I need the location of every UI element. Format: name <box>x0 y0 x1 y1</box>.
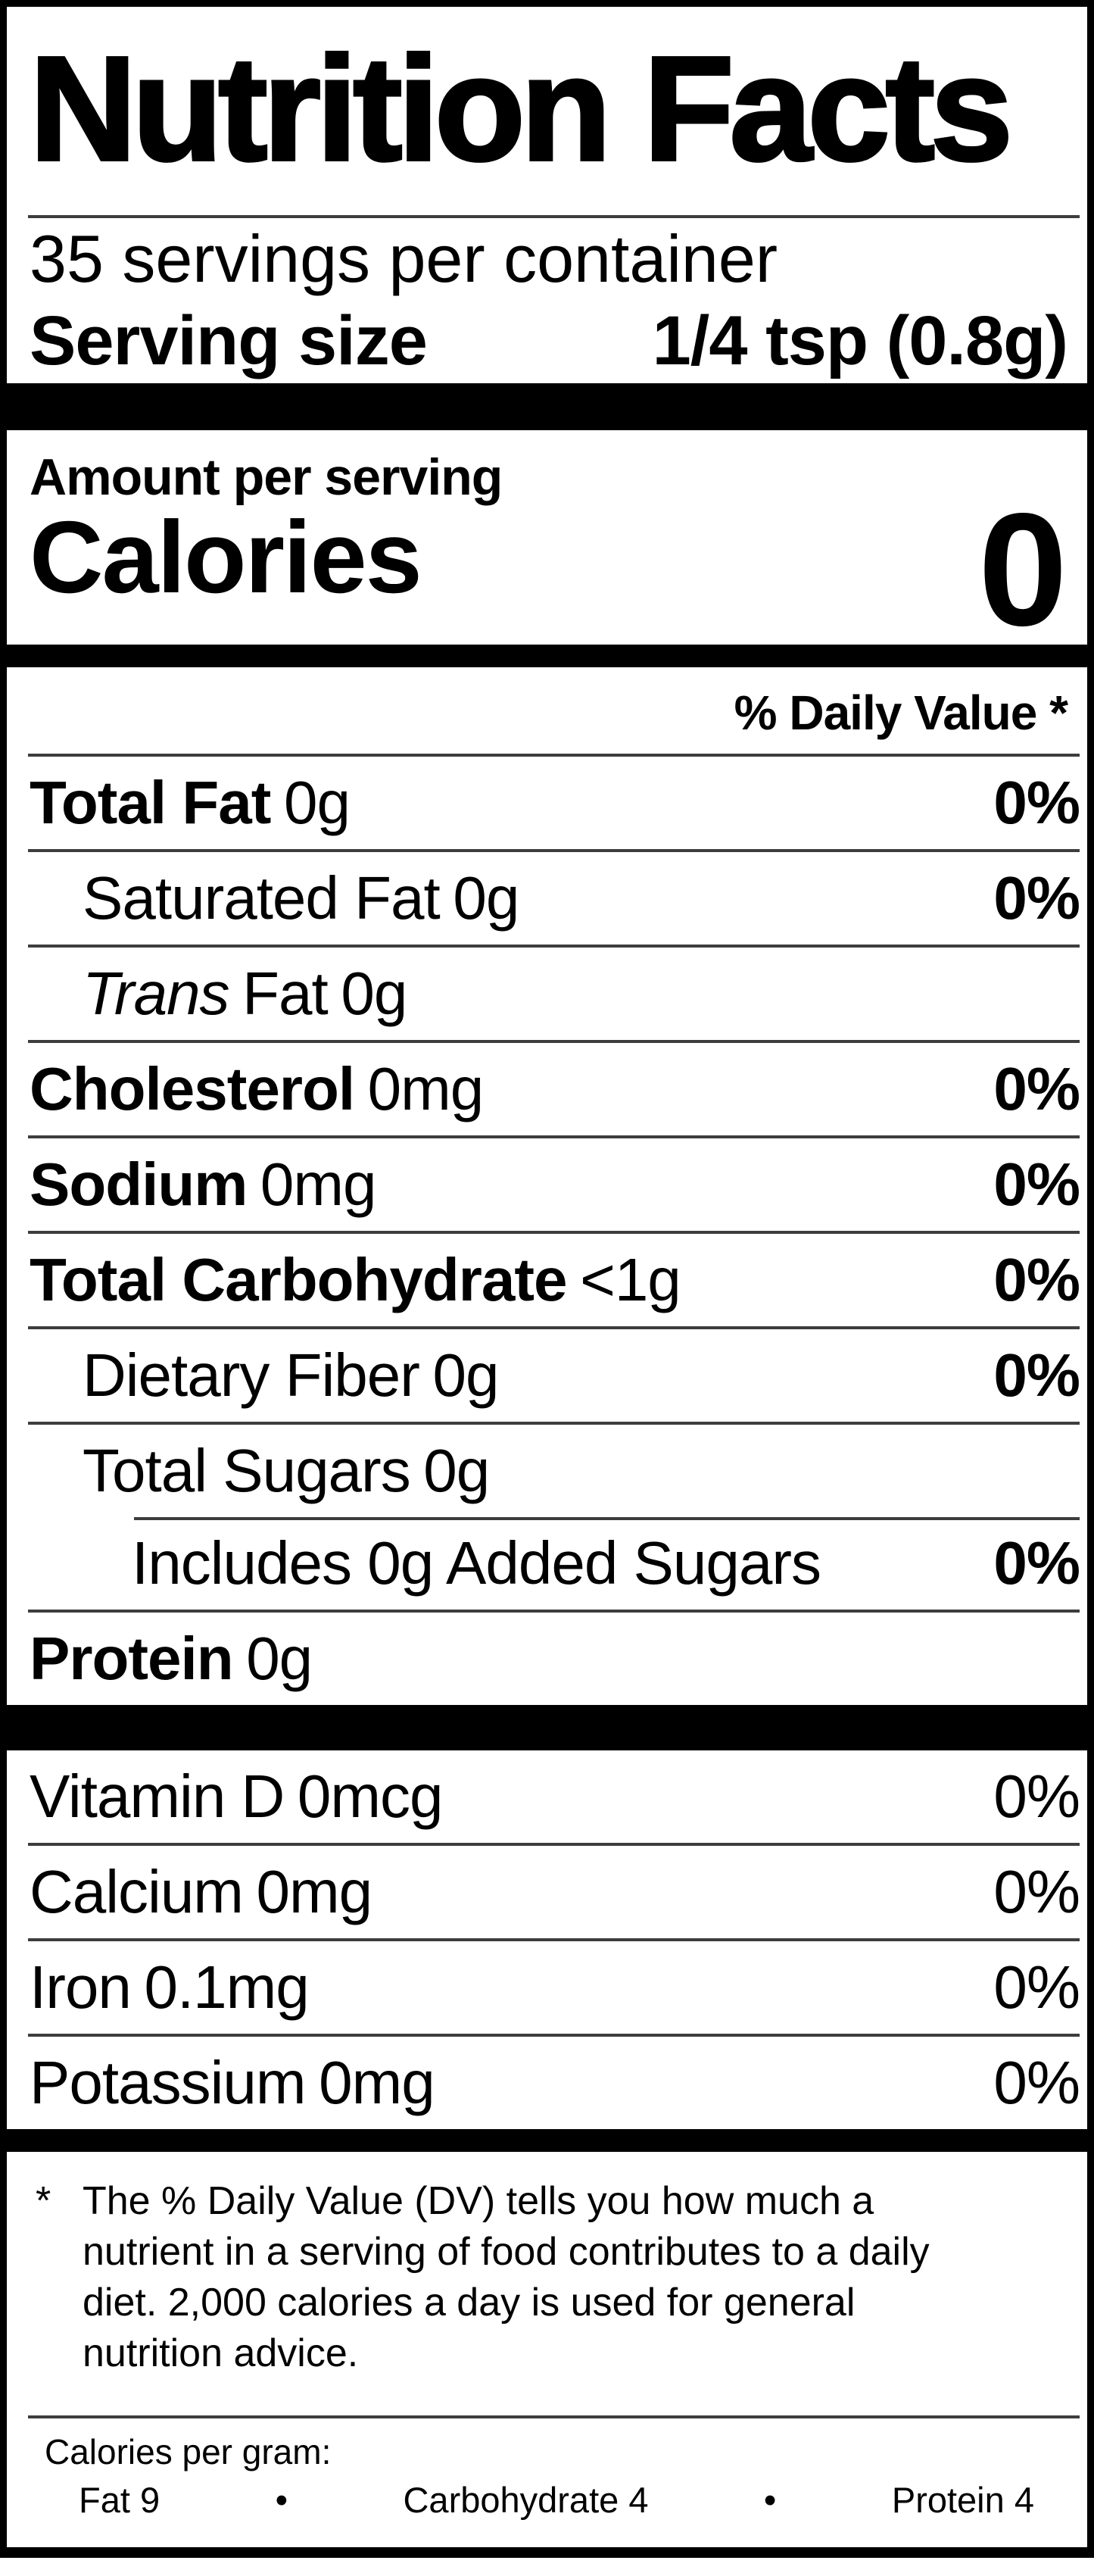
nutrient-dv: 0% <box>993 1055 1080 1123</box>
nutrient-name: Saturated Fat <box>83 864 441 932</box>
nutrient-name: Total Carbohydrate <box>30 1246 567 1313</box>
nutrient-row-trans-fat: Trans Fat 0g <box>28 948 1080 1043</box>
cpg-protein: Protein 4 <box>891 2480 1034 2520</box>
nutrient-name: Total Fat <box>30 769 271 836</box>
nutrient-amount: 0mcg <box>297 1763 444 1830</box>
nutrient-name: Sodium <box>30 1151 248 1218</box>
nutrient-row-saturated-fat: Saturated Fat 0g 0% <box>28 852 1080 948</box>
nutrient-dv: 0% <box>993 2049 1080 2116</box>
nutrient-name: Iron <box>30 1953 132 2021</box>
vitamins-separator-bar <box>7 2129 1087 2152</box>
footnote-text: The % Daily Value (DV) tells you how muc… <box>83 2179 930 2375</box>
nutrient-amount: 0g <box>283 769 351 836</box>
label-title: Nutrition Facts <box>28 26 1015 192</box>
daily-value-header: % Daily Value * <box>734 685 1068 740</box>
nutrient-dv: 0% <box>993 864 1080 932</box>
nutrient-amount: 0g <box>341 960 407 1027</box>
nutrient-amount: 0g <box>432 1341 499 1409</box>
nutrient-name: Includes 0g Added Sugars <box>132 1529 821 1597</box>
serving-size-value: 1/4 tsp (0.8g) <box>652 302 1068 379</box>
nutrient-dv: 0% <box>993 1341 1080 1409</box>
serving-size-label: Serving size <box>30 302 428 379</box>
daily-value-rule <box>28 754 1080 757</box>
title-rule <box>28 215 1080 218</box>
nutrient-dv: 0% <box>993 1246 1080 1313</box>
calories-value: 0 <box>978 479 1068 659</box>
nutrient-row-total-carbohydrate: Total Carbohydrate <1g 0% <box>28 1234 1080 1329</box>
nutrient-table: Total Fat 0g 0% Saturated Fat 0g 0% Trans F… <box>28 757 1080 1705</box>
nutrient-dv: 0% <box>993 1151 1080 1218</box>
protein-separator-bar <box>7 1705 1087 1750</box>
indented-separator <box>134 1517 1080 1520</box>
serving-separator-bar <box>7 383 1087 430</box>
nutrient-name: Protein <box>30 1625 234 1692</box>
nutrient-name-italic: Trans <box>83 960 230 1027</box>
nutrient-amount: 0mg <box>260 1151 377 1218</box>
calories-per-gram-heading: Calories per gram: <box>45 2432 332 2471</box>
nutrient-amount: 0mg <box>256 1858 373 1925</box>
nutrient-name: Dietary Fiber <box>83 1341 420 1409</box>
nutrient-name: Cholesterol <box>30 1055 355 1123</box>
nutrient-row-total-sugars: Total Sugars 0g <box>28 1425 1080 1520</box>
nutrient-dv: 0% <box>993 1763 1080 1830</box>
nutrient-amount: 0g <box>453 864 519 932</box>
calories-row: Calories 0 <box>7 489 1087 650</box>
footnote-asterisk: * <box>36 2179 51 2223</box>
nutrient-amount: <1g <box>580 1246 681 1313</box>
footnote-rule <box>28 2415 1080 2418</box>
calories-per-gram-row: Fat 9 • Carbohydrate 4 • Protein 4 <box>7 2478 1087 2523</box>
nutrient-row-added-sugars: Includes 0g Added Sugars 0% <box>28 1517 1080 1613</box>
nutrient-row-cholesterol: Cholesterol 0mg 0% <box>28 1043 1080 1138</box>
vitamin-row-potassium: Potassium 0mg 0% <box>28 2037 1080 2129</box>
nutrient-name: Vitamin D <box>30 1763 285 1830</box>
nutrient-amount: 0g <box>246 1625 313 1692</box>
nutrient-dv: 0% <box>993 1529 1080 1597</box>
nutrient-name: Fat <box>242 960 329 1027</box>
nutrient-row-sodium: Sodium 0mg 0% <box>28 1138 1080 1234</box>
nutrient-dv: 0% <box>993 1953 1080 2021</box>
vitamin-row-calcium: Calcium 0mg 0% <box>28 1846 1080 1941</box>
vitamin-row-iron: Iron 0.1mg 0% <box>28 1941 1080 2037</box>
vitamin-table: Vitamin D 0mcg 0% Calcium 0mg 0% Iron 0.1mg… <box>28 1750 1080 2129</box>
nutrient-name: Calcium <box>30 1858 244 1925</box>
cpg-carbohydrate: Carbohydrate 4 <box>403 2480 649 2520</box>
vitamin-row-vitamin-d: Vitamin D 0mcg 0% <box>28 1750 1080 1846</box>
servings-per-container: 35 servings per container <box>30 221 778 296</box>
nutrient-amount: 0mg <box>319 2049 435 2116</box>
bullet-icon: • <box>275 2480 288 2520</box>
daily-value-footnote: * The % Daily Value (DV) tells you how m… <box>7 2152 1087 2379</box>
nutrient-dv: 0% <box>993 1858 1080 1925</box>
nutrient-row-total-fat: Total Fat 0g 0% <box>28 757 1080 852</box>
calories-separator-bar <box>7 645 1087 667</box>
bullet-icon: • <box>763 2480 777 2520</box>
nutrient-name: Total Sugars <box>83 1437 411 1504</box>
cpg-fat: Fat 9 <box>79 2480 161 2520</box>
calories-label: Calories <box>30 500 422 614</box>
nutrient-row-protein: Protein 0g <box>28 1613 1080 1705</box>
nutrient-amount: 0.1mg <box>144 1953 309 2021</box>
nutrient-name: Potassium <box>30 2049 306 2116</box>
amount-per-serving-label: Amount per serving <box>30 448 503 506</box>
nutrient-amount: 0mg <box>367 1055 485 1123</box>
nutrient-dv: 0% <box>993 769 1080 836</box>
nutrient-row-dietary-fiber: Dietary Fiber 0g 0% <box>28 1329 1080 1425</box>
nutrient-amount: 0g <box>423 1437 490 1504</box>
serving-size-row: Serving size 1/4 tsp (0.8g) <box>7 298 1087 383</box>
